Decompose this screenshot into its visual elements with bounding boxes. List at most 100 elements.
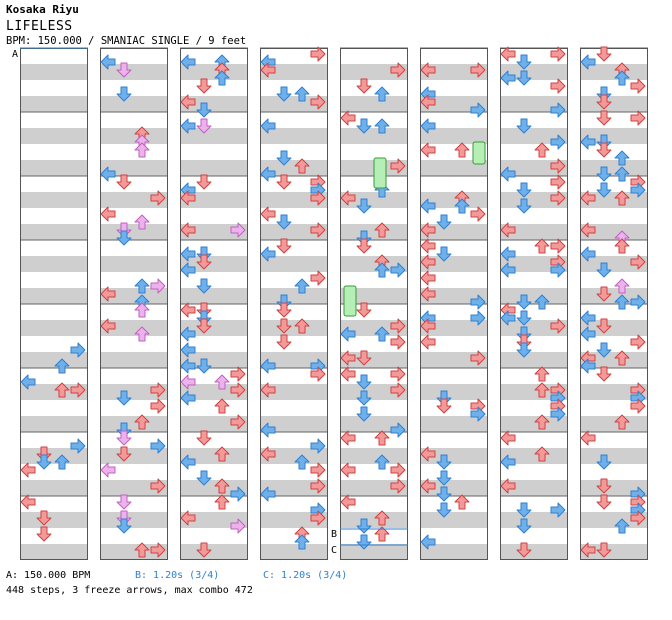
stripe bbox=[340, 272, 408, 288]
stripe bbox=[100, 80, 168, 96]
step-arrows bbox=[20, 46, 646, 558]
stripe bbox=[180, 528, 248, 544]
stripe bbox=[100, 96, 168, 112]
stripe bbox=[20, 80, 88, 96]
stripe bbox=[500, 480, 568, 496]
stripe bbox=[500, 64, 568, 80]
stripe bbox=[500, 352, 568, 368]
stripe bbox=[180, 176, 248, 192]
stripe bbox=[20, 240, 88, 256]
stripe bbox=[180, 304, 248, 320]
stripe bbox=[20, 528, 88, 544]
stripe bbox=[340, 80, 408, 96]
stripe bbox=[420, 384, 488, 400]
stripe bbox=[180, 432, 248, 448]
stripe bbox=[20, 464, 88, 480]
stripe bbox=[340, 288, 408, 304]
stripe bbox=[20, 288, 88, 304]
stripe bbox=[420, 544, 488, 560]
chart-column bbox=[180, 47, 248, 560]
stripe bbox=[340, 144, 408, 160]
stripe bbox=[420, 240, 488, 256]
stripe bbox=[20, 416, 88, 432]
stripe bbox=[180, 80, 248, 96]
stripe bbox=[100, 304, 168, 320]
stripe bbox=[100, 128, 168, 144]
stripe bbox=[340, 448, 408, 464]
stripe bbox=[100, 288, 168, 304]
stop-legend-c: C: 1.20s (3/4) bbox=[263, 570, 348, 581]
stripe bbox=[500, 464, 568, 480]
measure-lanes bbox=[20, 47, 648, 560]
stripe bbox=[500, 432, 568, 448]
column-border bbox=[260, 48, 328, 560]
stripe bbox=[580, 64, 648, 80]
stripe bbox=[20, 48, 88, 64]
stripe bbox=[260, 400, 328, 416]
stripe bbox=[340, 400, 408, 416]
stripe bbox=[20, 496, 88, 512]
stripe bbox=[260, 112, 328, 128]
stripe bbox=[420, 176, 488, 192]
stripe bbox=[20, 64, 88, 80]
stripe bbox=[580, 544, 648, 560]
stripe bbox=[580, 160, 648, 176]
stripe bbox=[420, 80, 488, 96]
stripe bbox=[580, 528, 648, 544]
stripe bbox=[20, 128, 88, 144]
stripe bbox=[180, 112, 248, 128]
stripe bbox=[420, 144, 488, 160]
stripe bbox=[180, 160, 248, 176]
stripe bbox=[580, 448, 648, 464]
stripe bbox=[20, 368, 88, 384]
column-border bbox=[580, 48, 648, 560]
stripe bbox=[580, 96, 648, 112]
stripe bbox=[340, 432, 408, 448]
stripe bbox=[580, 432, 648, 448]
stripe bbox=[340, 112, 408, 128]
stripe bbox=[180, 464, 248, 480]
stripe bbox=[340, 96, 408, 112]
stripe bbox=[260, 80, 328, 96]
stripe bbox=[20, 96, 88, 112]
stripe bbox=[500, 528, 568, 544]
stripe bbox=[20, 176, 88, 192]
stripe bbox=[420, 224, 488, 240]
stripe bbox=[100, 368, 168, 384]
stripe bbox=[340, 496, 408, 512]
stripe bbox=[340, 512, 408, 528]
stripe bbox=[100, 160, 168, 176]
song-title: LIFELESS bbox=[6, 19, 73, 34]
stripe bbox=[500, 304, 568, 320]
freeze-arrow bbox=[343, 285, 357, 317]
stripe bbox=[420, 448, 488, 464]
stripe bbox=[580, 304, 648, 320]
column-border bbox=[500, 48, 568, 560]
stripe bbox=[580, 128, 648, 144]
stripe bbox=[260, 448, 328, 464]
stripe bbox=[500, 208, 568, 224]
stripe bbox=[500, 512, 568, 528]
stripe bbox=[420, 496, 488, 512]
stripe bbox=[500, 272, 568, 288]
stripe bbox=[180, 288, 248, 304]
stripe bbox=[180, 336, 248, 352]
stripe bbox=[180, 352, 248, 368]
stripe bbox=[420, 256, 488, 272]
stripe bbox=[340, 192, 408, 208]
stripe bbox=[20, 144, 88, 160]
stripe bbox=[100, 240, 168, 256]
stripe bbox=[420, 432, 488, 448]
stripe bbox=[180, 544, 248, 560]
stripe bbox=[420, 464, 488, 480]
stripe bbox=[100, 48, 168, 64]
column-border bbox=[180, 48, 248, 560]
stripe bbox=[260, 528, 328, 544]
chart-info: BPM: 150.000 / SMANIAC SINGLE / 9 feet bbox=[6, 35, 247, 47]
chart-column bbox=[20, 47, 88, 560]
stripe bbox=[100, 464, 168, 480]
stripe bbox=[260, 144, 328, 160]
stripe bbox=[420, 160, 488, 176]
stripe bbox=[340, 48, 408, 64]
stripe bbox=[580, 352, 648, 368]
